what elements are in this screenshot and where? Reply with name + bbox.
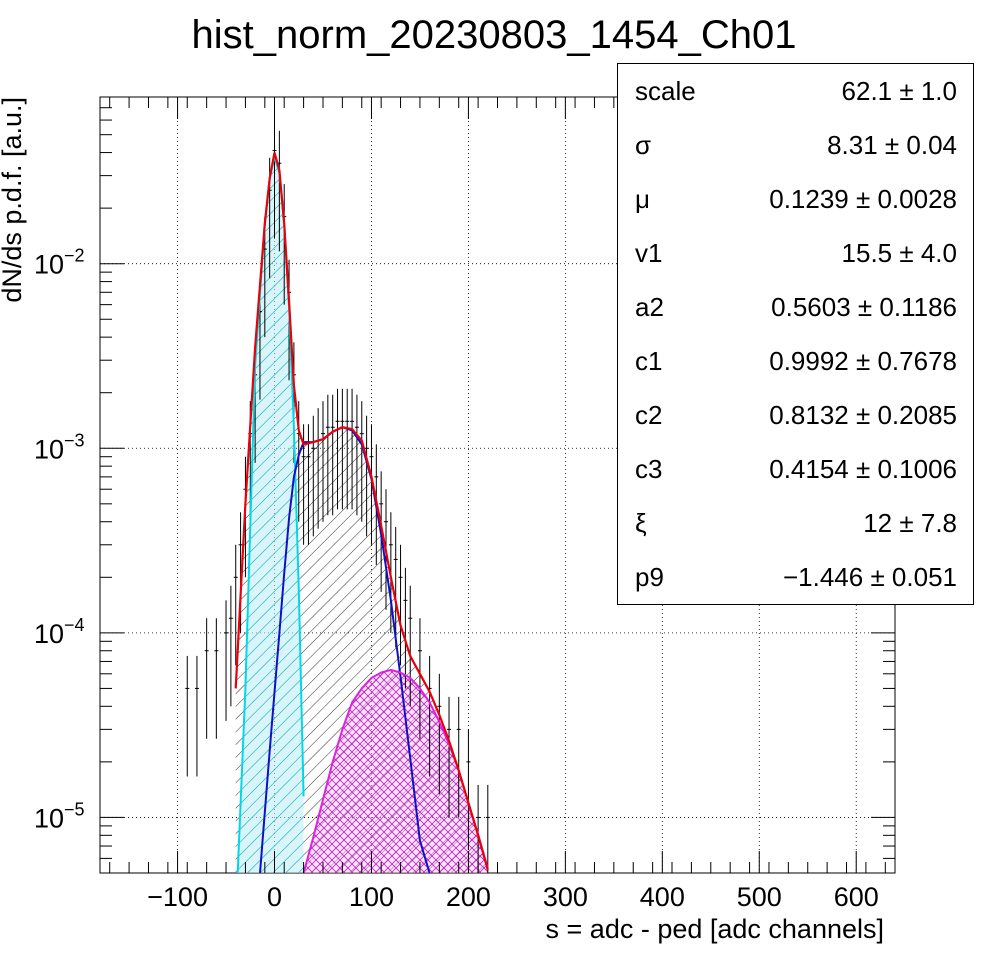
stats-row: c3 0.4154 ± 0.1006 <box>618 442 973 496</box>
stats-parameter-value: 0.1239 ± 0.0028 <box>769 184 957 214</box>
y-axis-title: dN/ds p.d.f. [a.u.] <box>0 97 27 303</box>
total-fit-curve <box>234 152 489 871</box>
x-tick-label: 300 <box>543 882 588 912</box>
stats-parameter-name: μ <box>635 184 650 214</box>
stats-parameter-value: 0.8132 ± 0.2085 <box>769 400 957 430</box>
fit-curves <box>234 152 489 873</box>
stats-parameter-value: 62.1 ± 1.0 <box>841 76 957 106</box>
stats-row: ξ 12 ± 7.8 <box>618 496 973 550</box>
two-pe-hatch-area <box>303 669 488 873</box>
stats-row: a2 0.5603 ± 0.1186 <box>618 280 973 334</box>
stats-row: v1 15.5 ± 4.0 <box>618 226 973 280</box>
y-tick-label: 10−2 <box>34 246 85 280</box>
tick-labels: −100 0 100 200 300 400 500 600 10−5 10−4 10−3 10−2 <box>34 246 879 912</box>
stats-parameter-value: −1.446 ± 0.051 <box>782 562 957 592</box>
stats-parameter-name: ξ <box>635 508 647 538</box>
y-tick-label: 10−3 <box>34 430 85 464</box>
x-axis-title: s = adc - ped [adc channels] <box>546 914 884 944</box>
chart-title: hist_norm_20230803_1454_Ch01 <box>192 13 797 57</box>
stats-row: μ 0.1239 ± 0.0028 <box>618 172 973 226</box>
stats-row: p9 −1.446 ± 0.051 <box>618 550 973 604</box>
x-tick-label: 0 <box>267 882 282 912</box>
stats-parameter-value: 0.9992 ± 0.7678 <box>769 346 957 376</box>
x-tick-label: 100 <box>349 882 394 912</box>
stats-parameter-value: 0.5603 ± 0.1186 <box>771 292 957 322</box>
y-tick-label: 10−5 <box>34 799 85 833</box>
stats-parameter-name: scale <box>635 76 696 106</box>
stats-row: scale 62.1 ± 1.0 <box>618 64 973 118</box>
stats-parameter-name: p9 <box>635 562 664 592</box>
x-tick-label: 400 <box>640 882 685 912</box>
stats-row: c1 0.9992 ± 0.7678 <box>618 334 973 388</box>
pedestal-hatch-area <box>237 156 304 873</box>
stats-row: c2 0.8132 ± 0.2085 <box>618 388 973 442</box>
x-tick-label: 600 <box>834 882 879 912</box>
stats-parameter-value: 15.5 ± 4.0 <box>841 238 957 268</box>
stats-parameter-name: a2 <box>635 292 664 322</box>
stats-parameter-name: c2 <box>635 400 663 430</box>
fit-statistics-box: scale 62.1 ± 1.0 σ 8.31 ± 0.04 μ 0.1239 ± 0.0… <box>617 63 974 605</box>
x-tick-label: −100 <box>147 882 208 912</box>
stats-parameter-name: c1 <box>635 346 663 376</box>
stats-parameter-value: 0.4154 ± 0.1006 <box>769 454 957 484</box>
x-tick-label: 200 <box>446 882 491 912</box>
stats-parameter-value: 12 ± 7.8 <box>863 508 957 538</box>
stats-parameter-value: 8.31 ± 0.04 <box>827 130 957 160</box>
stats-parameter-name: v1 <box>635 238 663 268</box>
y-tick-label: 10−4 <box>34 615 85 649</box>
stats-row: σ 8.31 ± 0.04 <box>618 118 973 172</box>
stats-parameter-name: c3 <box>635 454 663 484</box>
x-tick-label: 500 <box>737 882 782 912</box>
stats-parameter-name: σ <box>635 130 652 160</box>
